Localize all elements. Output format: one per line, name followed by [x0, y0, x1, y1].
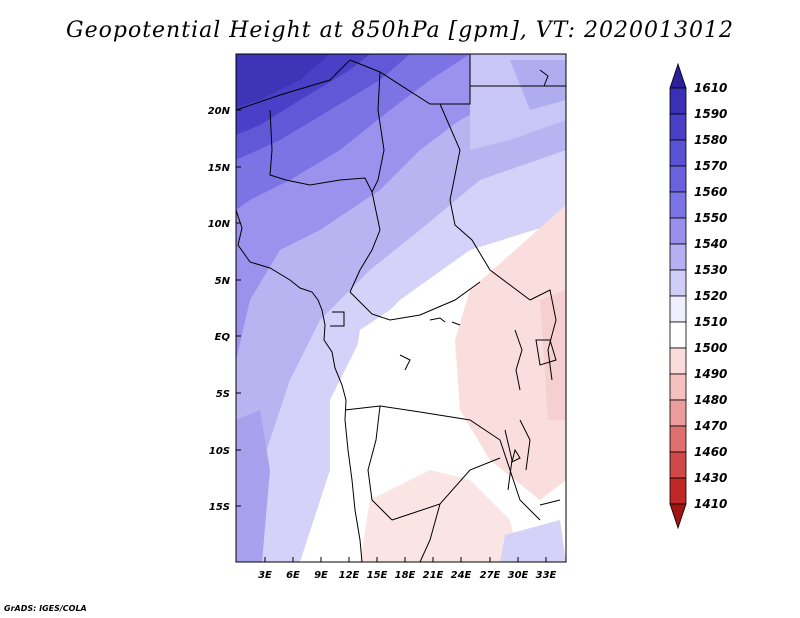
colorbar-segment	[669, 451, 687, 479]
colorbar-label: 1580	[694, 133, 727, 147]
colorbar-label: 1460	[694, 445, 727, 459]
colorbar-label: 1520	[694, 289, 727, 303]
colorbar-label: 1530	[694, 263, 727, 277]
y-tick-label: 10S	[209, 446, 230, 457]
colorbar-segment	[669, 477, 687, 505]
colorbar-segment	[669, 295, 687, 323]
y-tick-label: 20N	[208, 106, 231, 117]
y-tick-label: 10N	[208, 219, 231, 230]
colorbar-label: 1430	[694, 471, 727, 485]
colorbar-label: 1590	[694, 107, 727, 121]
colorbar-segment	[669, 373, 687, 401]
x-tick-label: 9E	[314, 570, 328, 581]
x-tick-label: 6E	[286, 570, 300, 581]
y-tick-label: 5N	[215, 276, 231, 287]
colorbar-label: 1410	[694, 497, 727, 511]
colorbar-segment	[669, 191, 687, 219]
colorbar-label: 1550	[694, 211, 727, 225]
footer-credit: GrADS: IGES/COLA	[4, 604, 87, 613]
coastlines	[236, 54, 566, 562]
colorbar-segment	[669, 269, 687, 297]
x-tick-label: 33E	[536, 570, 557, 581]
map-title: Geopotential Height at 850hPa [gpm], VT:…	[66, 18, 734, 43]
x-tick-label: 30E	[508, 570, 529, 581]
colorbar-label: 1560	[694, 185, 727, 199]
map-frame	[235, 53, 567, 563]
x-tick-label: 18E	[395, 570, 416, 581]
y-tick-label: EQ	[215, 332, 231, 343]
colorbar-label: 1500	[694, 341, 727, 355]
height-field	[236, 54, 566, 562]
colorbar: 1610 1590 1580 1570 1560 1550 1540 1530 1520 1510…	[669, 62, 727, 530]
colorbar-arrow-top	[669, 62, 687, 89]
y-axis: 20N 15N 10N 5N EQ 5S 10S 15S	[208, 106, 241, 513]
colorbar-segment	[669, 113, 687, 141]
x-tick-label: 3E	[258, 570, 272, 581]
x-tick-label: 12E	[339, 570, 360, 581]
colorbar-label: 1480	[694, 393, 727, 407]
x-tick-label: 15E	[367, 570, 388, 581]
x-tick-label: 24E	[451, 570, 472, 581]
y-tick-label: 5S	[216, 389, 230, 400]
colorbar-segment	[669, 321, 687, 349]
colorbar-segment	[669, 87, 687, 115]
colorbar-label: 1490	[694, 367, 727, 381]
colorbar-segment	[669, 399, 687, 427]
x-tick-label: 27E	[480, 570, 501, 581]
colorbar-segment	[669, 139, 687, 167]
colorbar-label: 1510	[694, 315, 727, 329]
colorbar-label: 1610	[694, 81, 727, 95]
x-tick-label: 21E	[423, 570, 444, 581]
y-tick-label: 15S	[209, 502, 230, 513]
colorbar-segment	[669, 217, 687, 245]
x-axis: 3E 6E 9E 12E 15E 18E 21E 24E 27E 30E 33E	[258, 557, 557, 581]
y-tick-label: 15N	[208, 163, 231, 174]
colorbar-segment	[669, 425, 687, 453]
colorbar-label: 1470	[694, 419, 727, 433]
colorbar-label: 1540	[694, 237, 727, 251]
colorbar-segment	[669, 347, 687, 375]
colorbar-segment	[669, 165, 687, 193]
colorbar-segment	[669, 243, 687, 271]
colorbar-label: 1570	[694, 159, 727, 173]
colorbar-arrow-bottom	[669, 503, 687, 530]
